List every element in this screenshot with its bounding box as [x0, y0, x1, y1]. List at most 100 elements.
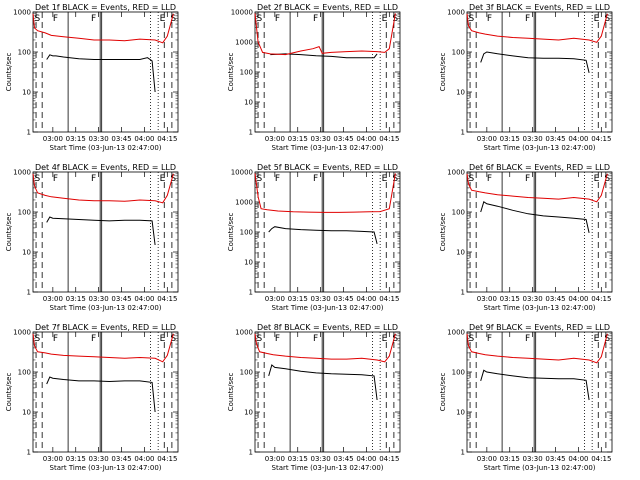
- x-tick-label: 04:15: [157, 135, 177, 143]
- y-tick-label: 1000: [447, 9, 465, 17]
- x-tick-label: 03:45: [333, 135, 353, 143]
- x-tick-label: 03:15: [500, 455, 520, 463]
- event-marker-letter: E: [382, 334, 388, 344]
- panel-title: Det 8f BLACK = Events, RED = LLD: [257, 323, 398, 332]
- panel-title: Det 3f BLACK = Events, RED = LLD: [469, 3, 610, 12]
- event-marker-letter: E: [160, 174, 166, 184]
- y-tick-label: 1000: [235, 199, 253, 207]
- event-marker-letter: F: [313, 174, 318, 184]
- x-tick-label: 03:00: [265, 135, 285, 143]
- y-axis-label: Counts/sec: [227, 373, 235, 412]
- panel-5: Det 5f BLACK = Events, RED = LLD 1 10 100 10…: [227, 163, 401, 312]
- panel-8: Det 8f BLACK = Events, RED = LLD 1 10 100 10…: [227, 323, 401, 472]
- y-tick-label: 1: [249, 449, 253, 457]
- event-marker-letter: F: [525, 174, 530, 184]
- x-tick-label: 03:30: [523, 295, 543, 303]
- y-tick-label: 10: [456, 409, 465, 417]
- lld-series-line: [32, 13, 174, 44]
- lld-series-line: [254, 173, 396, 213]
- event-marker-letter: S: [604, 334, 610, 344]
- y-tick-label: 1: [27, 449, 31, 457]
- y-tick-label: 100: [240, 229, 253, 237]
- event-marker-letter: F: [525, 14, 530, 24]
- x-tick-label: 03:15: [66, 135, 86, 143]
- event-marker-letter: S: [35, 14, 41, 24]
- x-tick-label: 04:15: [157, 455, 177, 463]
- y-tick-label: 100: [240, 69, 253, 77]
- y-axis-label: Counts/sec: [227, 53, 235, 92]
- event-marker-letter: F: [275, 14, 280, 24]
- x-tick-label: 03:00: [43, 135, 63, 143]
- x-axis-label: Start Time (03-Jun-13 02:47:00): [50, 464, 162, 472]
- events-series-line: [480, 201, 590, 234]
- event-marker-letter: E: [594, 334, 600, 344]
- x-tick-label: 03:45: [111, 295, 131, 303]
- x-tick-label: 03:45: [333, 295, 353, 303]
- x-tick-label: 04:00: [134, 295, 154, 303]
- event-marker-letter: S: [392, 174, 398, 184]
- events-series-line: [46, 216, 156, 246]
- event-marker-letter: S: [469, 334, 475, 344]
- y-tick-label: 1: [27, 129, 31, 137]
- x-tick-label: 03:30: [311, 135, 331, 143]
- x-tick-label: 03:45: [333, 455, 353, 463]
- plot-frame: [466, 171, 613, 293]
- panel-7: Det 7f BLACK = Events, RED = LLD 1 10 100 10…: [5, 323, 179, 472]
- event-marker-letter: F: [313, 334, 318, 344]
- x-tick-label: 03:00: [477, 135, 497, 143]
- x-tick-label: 04:15: [379, 295, 399, 303]
- event-marker-letter: S: [604, 174, 610, 184]
- y-tick-label: 1000: [447, 169, 465, 177]
- x-tick-label: 03:15: [500, 295, 520, 303]
- plot-frame: [254, 171, 401, 293]
- event-marker-letter: S: [35, 334, 41, 344]
- event-marker-letter: S: [170, 174, 176, 184]
- lld-series-line: [32, 333, 174, 363]
- event-marker-letter: F: [487, 14, 492, 24]
- plot-frame: [32, 331, 179, 453]
- x-axis-label: Start Time (03-Jun-13 02:47:00): [50, 144, 162, 152]
- y-tick-label: 1000: [447, 329, 465, 337]
- panel-title: Det 2f BLACK = Events, RED = LLD: [257, 3, 398, 12]
- events-series-line: [480, 51, 590, 74]
- event-marker-letter: S: [257, 174, 263, 184]
- panel-2: Det 2f BLACK = Events, RED = LLD 1 10 100 10…: [227, 3, 401, 152]
- y-tick-label: 100: [18, 209, 31, 217]
- event-marker-letter: S: [469, 174, 475, 184]
- y-tick-label: 10000: [231, 169, 253, 177]
- event-marker-letter: F: [487, 334, 492, 344]
- x-tick-label: 04:15: [591, 295, 611, 303]
- x-tick-label: 04:15: [157, 295, 177, 303]
- event-marker-letter: E: [382, 174, 388, 184]
- x-axis-label: Start Time (03-Jun-13 02:47:00): [484, 144, 596, 152]
- panel-title: Det 4f BLACK = Events, RED = LLD: [35, 163, 176, 172]
- event-marker-letter: E: [594, 174, 600, 184]
- y-tick-label: 10: [22, 89, 31, 97]
- y-tick-label: 1: [249, 289, 253, 297]
- x-tick-label: 04:00: [568, 135, 588, 143]
- x-tick-label: 03:00: [43, 295, 63, 303]
- y-axis-label: Counts/sec: [227, 213, 235, 252]
- y-tick-label: 100: [18, 369, 31, 377]
- x-tick-label: 03:00: [477, 295, 497, 303]
- x-tick-label: 03:15: [288, 455, 308, 463]
- event-marker-letter: F: [91, 14, 96, 24]
- x-tick-label: 03:45: [111, 135, 131, 143]
- panel-3: Det 3f BLACK = Events, RED = LLD 1 10 100 10…: [439, 3, 613, 152]
- lld-series-line: [466, 333, 608, 364]
- y-axis-label: Counts/sec: [5, 373, 13, 412]
- panel-6: Det 6f BLACK = Events, RED = LLD 1 10 100 10…: [439, 163, 613, 312]
- y-tick-label: 100: [452, 49, 465, 57]
- plot-frame: [254, 331, 401, 453]
- event-marker-letter: E: [382, 14, 388, 24]
- y-tick-label: 10: [244, 409, 253, 417]
- event-marker-letter: F: [91, 334, 96, 344]
- lld-series-line: [466, 13, 608, 43]
- y-tick-label: 1: [461, 289, 465, 297]
- y-axis-label: Counts/sec: [5, 53, 13, 92]
- x-tick-label: 03:45: [111, 455, 131, 463]
- panel-1: Det 1f BLACK = Events, RED = LLD 1 10 100 10…: [5, 3, 179, 152]
- y-tick-label: 1000: [13, 9, 31, 17]
- x-tick-label: 03:00: [477, 455, 497, 463]
